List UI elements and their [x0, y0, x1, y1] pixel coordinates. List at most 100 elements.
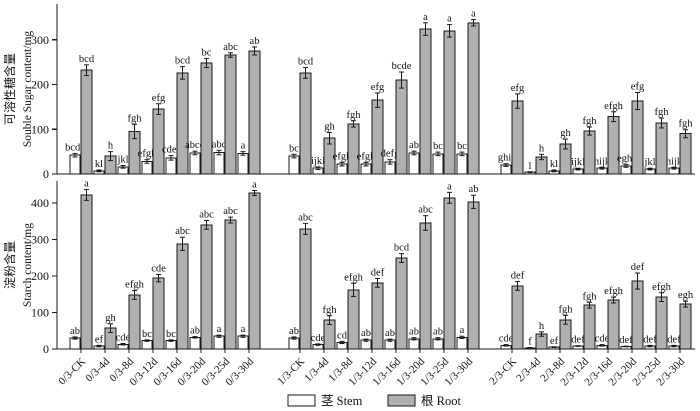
sig-letter: gh [324, 121, 335, 132]
sig-letter: bcd [79, 54, 95, 65]
sig-letter: a [447, 14, 452, 25]
x-tick-label: 0/3-CK [56, 356, 88, 388]
root-bar [511, 100, 524, 175]
x-tick-label: 0/3-4d [83, 355, 112, 384]
root-bar [80, 69, 93, 175]
sig-letter: efgh [652, 282, 671, 293]
sig-letter: l [529, 161, 532, 172]
root-bar [395, 257, 408, 350]
sig-letter: bc [142, 329, 152, 340]
root-bar [176, 72, 189, 175]
y-tick-label: 0 [43, 167, 49, 181]
root-bar [419, 222, 432, 350]
root-bar [80, 194, 93, 350]
sig-letter: hijk [666, 156, 683, 167]
stem-bar [432, 153, 444, 175]
root-bar [200, 62, 213, 175]
y-axis-label-cn: 淀粉含量 [2, 241, 17, 289]
sig-letter: efgh [344, 272, 363, 283]
y-tick-label: 300 [31, 232, 49, 246]
stem-bar [288, 155, 300, 175]
sig-letter: ab [385, 328, 395, 339]
y-tick-label: 400 [31, 196, 49, 210]
x-tick-label: 2/3-30d [654, 355, 687, 388]
sig-letter: ab [289, 326, 299, 337]
root-bar [347, 123, 360, 175]
stem-bar [189, 336, 201, 350]
stem-bar [288, 337, 300, 350]
sig-letter: def [619, 335, 633, 346]
sig-letter: ab [409, 140, 419, 151]
sig-letter: bcde [392, 61, 412, 72]
sig-letter: def [571, 335, 585, 346]
sig-letter: egh [678, 290, 694, 301]
y-tick-label: 100 [31, 305, 49, 319]
sig-letter: efgh [604, 101, 623, 112]
root-bar [679, 303, 692, 350]
root-bar [631, 280, 644, 350]
sig-letter: fgh [559, 304, 574, 315]
sig-letter: efgh [604, 286, 623, 297]
sig-letter: a [252, 179, 257, 190]
sig-letter: cde [311, 333, 326, 344]
sig-letter: abc [418, 205, 433, 216]
sig-letter: a [84, 178, 89, 189]
sig-letter: abcd [185, 140, 206, 151]
root-bar [176, 243, 189, 350]
sig-letter: abc [223, 206, 238, 217]
sig-letter: fgh [679, 119, 694, 130]
sig-letter: def [631, 262, 645, 273]
sig-letter: abc [175, 226, 190, 237]
sig-letter: ghij [498, 153, 514, 164]
stem-bar [165, 340, 177, 350]
stem-bar [237, 152, 249, 175]
root-bar [607, 299, 620, 350]
stem-bar [69, 337, 81, 350]
root-bar [583, 130, 596, 175]
sig-letter: def [371, 268, 385, 279]
y-axis-label-en: Starch content/mg [22, 223, 34, 307]
x-tick-label: 1/3-4d [302, 355, 331, 384]
sig-letter: cde [116, 333, 131, 344]
sig-letter: jkl [643, 157, 655, 168]
stem-bar [213, 335, 225, 350]
sig-letter: ab [361, 328, 371, 339]
y-tick-label: 200 [31, 78, 49, 92]
root-bar [299, 72, 312, 175]
sig-letter: cde [595, 334, 610, 345]
root-bar [371, 99, 384, 175]
root-bar [152, 277, 165, 350]
root-bar [443, 197, 456, 350]
sig-letter: ab [190, 326, 200, 337]
sig-letter: cde [151, 263, 166, 274]
sig-letter: def [511, 270, 525, 281]
sig-letter: efgh [125, 280, 144, 291]
sig-letter: a [447, 181, 452, 192]
legend-label: 茎 Stem [321, 394, 363, 408]
root-bar [631, 100, 644, 175]
sig-letter: ab [70, 326, 80, 337]
x-tick-label: 1/3-30d [442, 355, 475, 388]
sig-letter: fgh [323, 305, 338, 316]
sig-letter: ab [250, 36, 260, 47]
root-bar [467, 22, 480, 175]
sig-letter: jkl [116, 155, 128, 166]
x-tick-label: 2/3-4d [514, 355, 543, 384]
stem-bar [456, 336, 468, 350]
root-bar [248, 192, 261, 350]
root-bar [152, 108, 165, 175]
sig-letter: bc [166, 329, 176, 340]
sig-letter: ijkl [311, 156, 325, 167]
stem-bar [456, 153, 468, 175]
sig-letter: h [539, 321, 545, 332]
sig-letter: gh [105, 313, 116, 324]
top-panel: 0 100 200 300 可溶性糖含量 Souble Sugar content/mg b… [2, 4, 695, 181]
legend-label: 根 Root [421, 394, 461, 408]
root-bar [583, 304, 596, 350]
root-bar [467, 201, 480, 350]
sig-letter: a [241, 324, 246, 335]
sig-letter: fgh [583, 116, 598, 127]
sig-letter: cde [499, 334, 514, 345]
sig-letter: eghi [617, 154, 635, 165]
